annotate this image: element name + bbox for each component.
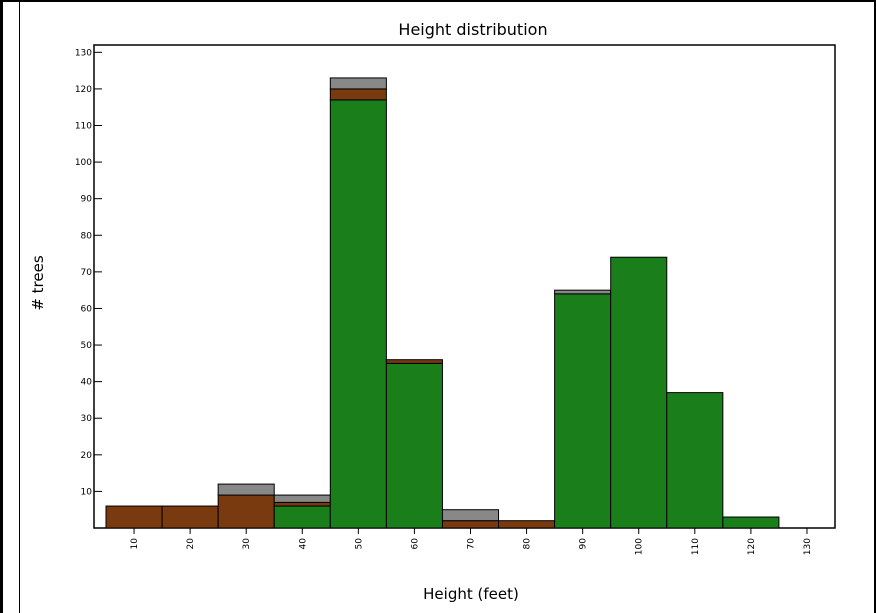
x-tick-label-80: 80 bbox=[523, 538, 533, 550]
x-tick-label-90: 90 bbox=[579, 538, 589, 550]
bar-70-segment-1 bbox=[441, 520, 500, 529]
y-tick-label-70: 70 bbox=[81, 268, 93, 278]
x-tick-label-60: 60 bbox=[410, 538, 420, 550]
y-tick-label-10: 10 bbox=[81, 487, 93, 497]
x-tick-label-70: 70 bbox=[467, 538, 477, 550]
y-axis-label: # trees bbox=[29, 255, 47, 311]
y-tick-label-30: 30 bbox=[81, 414, 93, 424]
bar-40-segment-0 bbox=[273, 505, 331, 529]
x-tick-label-50: 50 bbox=[354, 538, 364, 550]
y-tick-label-90: 90 bbox=[81, 195, 93, 205]
chart-title: Height distribution bbox=[398, 20, 547, 39]
bar-110-segment-0 bbox=[666, 392, 724, 529]
y-tick-label-130: 130 bbox=[75, 48, 92, 58]
y-tick-label-100: 100 bbox=[75, 158, 92, 168]
bar-100-segment-0 bbox=[610, 256, 668, 529]
bar-80-segment-1 bbox=[498, 520, 556, 529]
y-tick-label-80: 80 bbox=[81, 231, 93, 241]
bar-50-segment-2 bbox=[329, 77, 387, 90]
y-tick-label-50: 50 bbox=[81, 341, 93, 351]
bar-120-segment-0 bbox=[722, 516, 780, 529]
x-tick-label-120: 120 bbox=[747, 538, 757, 555]
panel-divider bbox=[19, 2, 20, 613]
histogram-chart: 10 20 30 40 50 60 70 80 90 100 110 120 130 10 20 30 40 5… bbox=[29, 20, 836, 603]
y-axis: 10 20 30 40 50 60 70 80 90 100 110 120 130 bbox=[75, 48, 102, 497]
x-axis: 10 20 30 40 50 60 70 80 90 100 110 120 130 bbox=[130, 528, 813, 555]
x-axis-label: Height (feet) bbox=[423, 585, 519, 603]
x-tick-label-10: 10 bbox=[130, 538, 140, 550]
plot-frame bbox=[93, 44, 836, 529]
bar-60-segment-1 bbox=[385, 359, 443, 364]
bars-group bbox=[105, 77, 780, 529]
y-tick-label-20: 20 bbox=[81, 451, 93, 461]
y-tick-label-60: 60 bbox=[81, 304, 93, 314]
y-tick-label-40: 40 bbox=[81, 378, 93, 388]
bar-50-segment-1 bbox=[329, 88, 387, 101]
bar-90-segment-0 bbox=[554, 293, 612, 529]
bar-40-segment-1 bbox=[273, 501, 331, 507]
bar-90-segment-2 bbox=[554, 289, 612, 295]
bar-70-segment-2 bbox=[441, 509, 500, 522]
y-tick-label-110: 110 bbox=[75, 122, 92, 132]
bar-30-segment-2 bbox=[217, 483, 275, 496]
x-tick-label-30: 30 bbox=[242, 538, 252, 550]
y-tick-label-120: 120 bbox=[75, 85, 92, 95]
bar-10-segment-1 bbox=[105, 505, 163, 529]
x-tick-label-110: 110 bbox=[691, 538, 701, 555]
bar-40-segment-2 bbox=[273, 494, 331, 503]
x-tick-label-40: 40 bbox=[298, 538, 308, 550]
bar-50-segment-0 bbox=[329, 99, 387, 529]
bar-30-segment-1 bbox=[217, 494, 275, 529]
bar-20-segment-1 bbox=[161, 505, 219, 529]
bar-60-segment-0 bbox=[385, 362, 443, 529]
x-tick-label-20: 20 bbox=[186, 538, 196, 550]
x-tick-label-130: 130 bbox=[803, 538, 813, 555]
x-tick-label-100: 100 bbox=[635, 538, 645, 555]
